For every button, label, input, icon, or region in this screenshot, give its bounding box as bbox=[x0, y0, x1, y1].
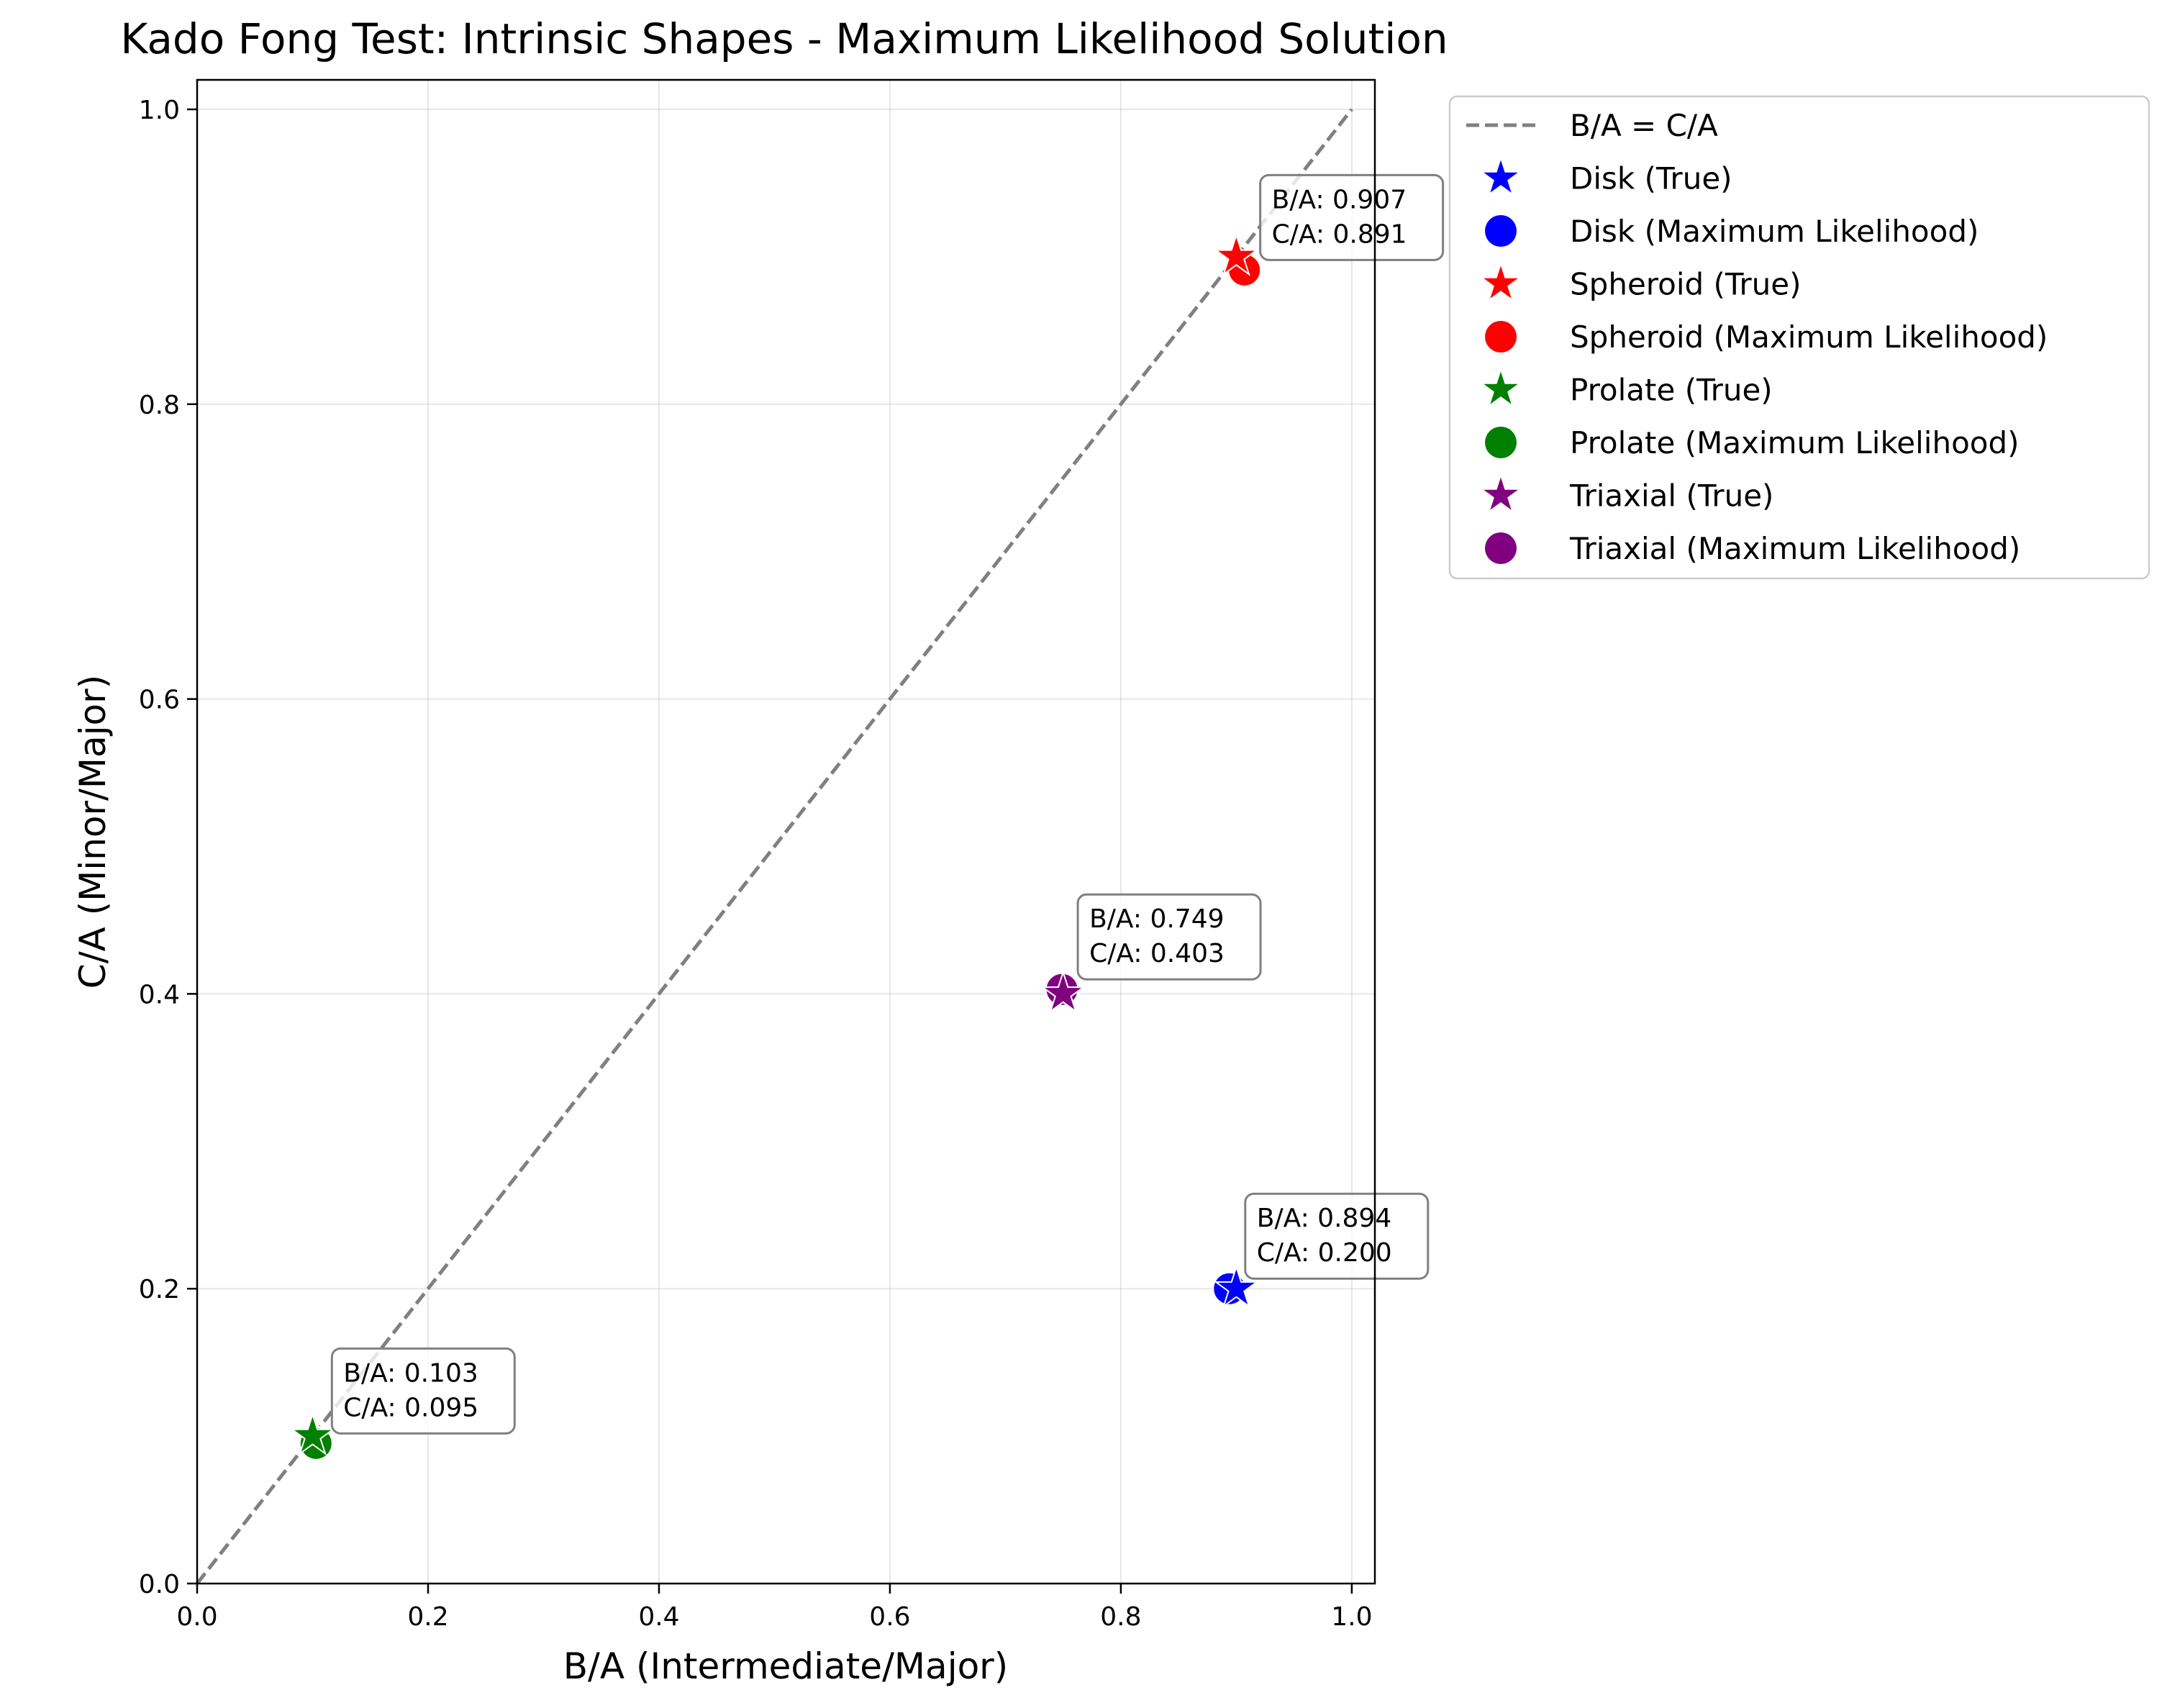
legend-label: Triaxial (True) bbox=[1569, 478, 1773, 514]
legend-label: Spheroid (True) bbox=[1570, 267, 1801, 302]
chart-title: Kado Fong Test: Intrinsic Shapes - Maxim… bbox=[120, 14, 1448, 63]
legend-frame bbox=[1448, 95, 2150, 580]
legend-label: B/A = C/A bbox=[1570, 108, 1718, 143]
y-tick-label: 0.0 bbox=[139, 1570, 180, 1599]
legend: B/A = C/A Disk (True) Disk (Maximum Likeli… bbox=[1448, 95, 2150, 580]
legend-triaxial-ml-symbol bbox=[1485, 532, 1517, 564]
legend-disk-true-symbol bbox=[1484, 160, 1518, 193]
y-axis-label: C/A (Minor/Major) bbox=[72, 675, 114, 989]
x-tick-label: 0.8 bbox=[1100, 1602, 1141, 1632]
grid-lines bbox=[196, 80, 1375, 1584]
legend-prolate-true-symbol bbox=[1484, 371, 1518, 404]
disk-annotation-text: B/A: 0.894 bbox=[1257, 1204, 1391, 1233]
x-tick-label: 0.6 bbox=[869, 1602, 910, 1632]
triaxial-annotation-box bbox=[1076, 893, 1262, 981]
legend-spheroid-true-symbol bbox=[1484, 265, 1518, 299]
legend-label: Spheroid (Maximum Likelihood) bbox=[1570, 319, 2048, 355]
x-axis-ticks: 0.0 0.2 0.4 0.6 0.8 1.0 bbox=[176, 1584, 1373, 1632]
disk-annotation-text: C/A: 0.200 bbox=[1257, 1238, 1392, 1268]
legend-label: Prolate (True) bbox=[1570, 373, 1773, 408]
annotations: B/A: 0.894 C/A: 0.200 B/A: 0.907 C/A: 0.891… bbox=[330, 173, 1445, 1435]
legend-label: Disk (Maximum Likelihood) bbox=[1570, 214, 1979, 249]
prolate-annotation-box bbox=[330, 1347, 516, 1435]
legend-label: Triaxial (Maximum Likelihood) bbox=[1569, 531, 2020, 566]
reference-line bbox=[196, 108, 1353, 1585]
y-tick-label: 0.2 bbox=[139, 1275, 180, 1304]
legend-disk-ml-symbol bbox=[1485, 215, 1517, 247]
y-tick-label: 0.8 bbox=[139, 391, 180, 420]
y-tick-label: 0.6 bbox=[139, 686, 180, 715]
x-tick-label: 0.2 bbox=[407, 1602, 448, 1632]
x-tick-label: 0.4 bbox=[638, 1602, 679, 1632]
triaxial-annotation-text: B/A: 0.749 bbox=[1089, 904, 1224, 934]
legend-spheroid-ml-symbol bbox=[1485, 321, 1517, 353]
legend-label: Prolate (Maximum Likelihood) bbox=[1570, 425, 2020, 460]
prolate-annotation-text: C/A: 0.095 bbox=[343, 1393, 478, 1422]
legend-prolate-ml-symbol bbox=[1485, 427, 1517, 458]
disk-true-point bbox=[1213, 1264, 1259, 1309]
disk-annotation-box bbox=[1244, 1192, 1430, 1280]
spheroid-annotation-box bbox=[1259, 173, 1445, 261]
y-tick-label: 0.4 bbox=[139, 980, 180, 1009]
prolate-true-point bbox=[289, 1412, 336, 1456]
data-markers bbox=[289, 232, 1263, 1461]
spheroid-annotation-text: B/A: 0.907 bbox=[1272, 185, 1407, 214]
y-tick-label: 1.0 bbox=[139, 96, 180, 125]
plot-frame bbox=[196, 78, 1376, 1585]
triaxial-annotation-text: C/A: 0.403 bbox=[1089, 939, 1225, 968]
spheroid-annotation-text: C/A: 0.891 bbox=[1272, 219, 1407, 249]
x-tick-label: 1.0 bbox=[1331, 1602, 1372, 1632]
x-axis-label: B/A (Intermediate/Major) bbox=[563, 1645, 1009, 1687]
legend-triaxial-true-symbol bbox=[1484, 477, 1518, 510]
triaxial-true-point bbox=[1040, 970, 1086, 1014]
spheroid-true-point bbox=[1213, 232, 1259, 276]
prolate-annotation-text: B/A: 0.103 bbox=[343, 1358, 478, 1388]
y-axis-ticks: 0.0 0.2 0.4 0.6 0.8 1.0 bbox=[139, 96, 197, 1599]
x-tick-label: 0.0 bbox=[176, 1602, 217, 1632]
legend-label: Disk (True) bbox=[1570, 161, 1732, 196]
